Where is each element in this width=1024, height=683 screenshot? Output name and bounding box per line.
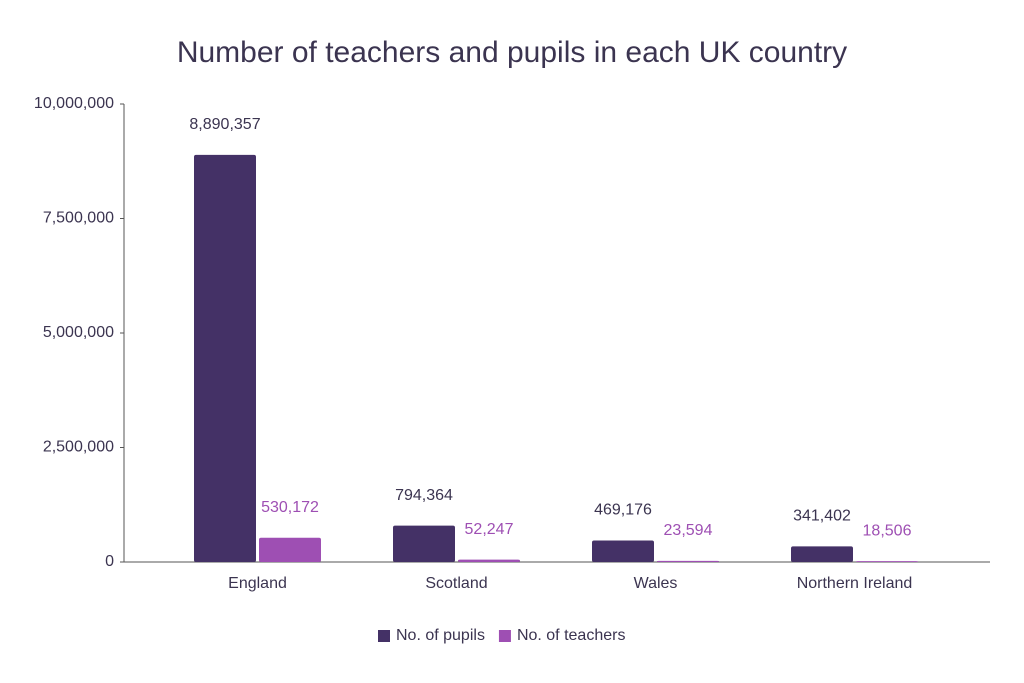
value-label: 23,594 [664,522,713,539]
value-label: 794,364 [395,487,453,504]
value-label: 52,247 [465,521,514,538]
bar [856,561,918,562]
y-tick-label: 7,500,000 [43,210,114,227]
bar [791,546,853,562]
y-tick-label: 2,500,000 [43,439,114,456]
y-tick-label: 10,000,000 [34,95,114,112]
legend-label: No. of pupils [396,627,485,644]
bar [259,537,321,562]
bar [458,559,520,562]
y-tick-label: 5,000,000 [43,324,114,341]
chart-title: Number of teachers and pupils in each UK… [177,36,847,69]
value-label: 18,506 [863,522,912,539]
y-tick-label: 0 [105,553,114,570]
legend-swatch [498,630,511,642]
bar [657,560,719,562]
value-label: 530,172 [261,499,319,516]
value-label: 341,402 [793,508,851,525]
bar [592,540,654,562]
value-label: 469,176 [594,502,652,519]
value-label: 8,890,357 [189,116,260,133]
bar [194,154,256,562]
legend-swatch [378,630,390,642]
x-tick-label: Wales [634,575,678,592]
bar [393,525,455,562]
x-tick-label: Scotland [425,575,487,592]
x-tick-label: England [228,575,287,592]
x-tick-label: Northern Ireland [797,575,913,592]
legend-label: No. of teachers [517,627,626,644]
